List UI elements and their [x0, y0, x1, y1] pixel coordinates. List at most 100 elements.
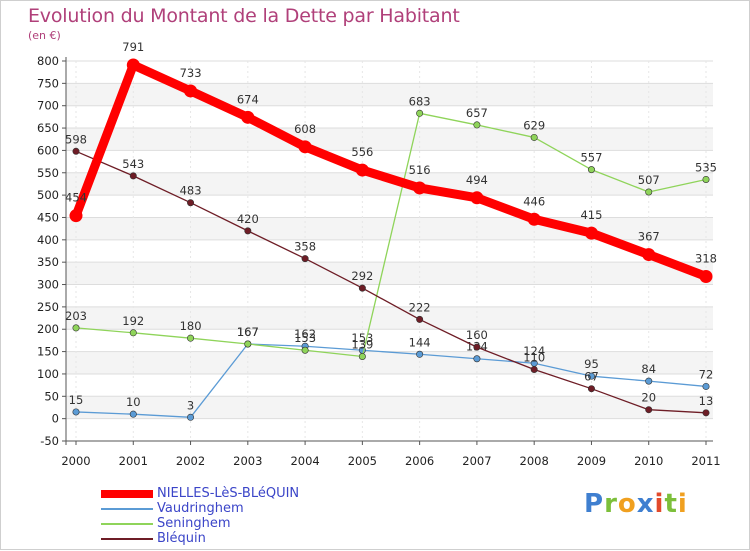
data-point [699, 269, 713, 283]
legend-swatch [101, 522, 153, 525]
data-point [298, 140, 312, 154]
data-label: 13 [699, 394, 714, 408]
y-tick-label: 450 [37, 210, 59, 224]
data-label: 160 [466, 328, 488, 342]
data-label: 483 [180, 184, 202, 198]
legend-label: NIELLES-LèS-BLéQUIN [157, 486, 300, 501]
data-label: 683 [409, 94, 431, 108]
y-tick-label: 800 [37, 54, 59, 68]
data-point [358, 353, 366, 361]
data-label: 543 [122, 157, 144, 171]
data-label: 192 [122, 314, 144, 328]
data-label: 557 [580, 151, 602, 165]
data-label: 494 [466, 173, 488, 187]
data-label: 446 [523, 194, 545, 208]
x-tick-label: 2010 [634, 454, 663, 468]
legend-entry: NIELLES-LèS-BLéQUIN [101, 486, 299, 501]
legend-label: Vaudringhem [157, 501, 244, 516]
y-tick-label: 250 [37, 300, 59, 314]
data-label: 292 [351, 269, 373, 283]
data-label: 10 [126, 395, 141, 409]
data-point [244, 340, 252, 348]
x-tick-label: 2006 [405, 454, 434, 468]
data-point [69, 209, 83, 223]
y-tick-label: 700 [37, 99, 59, 113]
data-point [530, 133, 538, 141]
x-tick-label: 2002 [176, 454, 205, 468]
data-label: 507 [638, 173, 660, 187]
data-label: 415 [580, 208, 602, 222]
data-label: 516 [409, 163, 431, 177]
data-label: 674 [237, 92, 259, 106]
data-point [473, 355, 481, 363]
grid-band [66, 128, 713, 151]
data-label: 3 [187, 398, 194, 412]
data-point [355, 163, 369, 177]
data-point [470, 191, 484, 205]
data-label: 139 [351, 338, 373, 352]
grid-band [66, 262, 713, 285]
data-label: 791 [122, 40, 144, 54]
data-point [187, 199, 195, 207]
series-line-0 [71, 60, 711, 281]
legend-entry: Seninghem [101, 516, 299, 531]
chart-title: Evolution du Montant de la Dette par Hab… [28, 5, 460, 27]
x-tick-label: 2007 [462, 454, 491, 468]
data-point [187, 413, 195, 421]
y-tick-label: 0 [52, 412, 59, 426]
data-point [530, 365, 538, 373]
data-label: 367 [638, 230, 660, 244]
data-point [72, 408, 80, 416]
x-tick-label: 2004 [290, 454, 319, 468]
data-point [129, 410, 137, 418]
data-point [587, 166, 595, 174]
legend-entry: Vaudringhem [101, 501, 299, 516]
x-tick-label: 2009 [577, 454, 606, 468]
data-label: 162 [294, 327, 316, 341]
x-tick-label: 2011 [691, 454, 720, 468]
data-point [702, 382, 710, 390]
y-tick-label: 350 [37, 255, 59, 269]
grid-band [66, 351, 713, 374]
y-tick-label: 300 [37, 278, 59, 292]
data-point [72, 147, 80, 155]
data-label: 629 [523, 118, 545, 132]
data-point [413, 181, 427, 195]
legend-swatch [101, 537, 153, 540]
data-point [416, 350, 424, 358]
data-point [645, 377, 653, 385]
data-point [645, 406, 653, 414]
data-label: 222 [409, 300, 431, 314]
grid-band [66, 306, 713, 330]
legend-label: Bléquin [157, 531, 206, 546]
data-label: 72 [699, 367, 714, 381]
data-point [587, 372, 595, 380]
data-point [358, 284, 366, 292]
data-label: 598 [65, 132, 87, 146]
data-point [187, 334, 195, 342]
grid-band [66, 83, 713, 106]
legend-swatch [101, 507, 153, 510]
series-line-3 [75, 150, 707, 414]
data-point [416, 109, 424, 117]
data-point [184, 84, 198, 98]
data-label: 110 [523, 350, 545, 364]
x-tick-label: 2003 [233, 454, 262, 468]
data-label: 180 [180, 319, 202, 333]
data-point [129, 329, 137, 337]
grid-band [66, 172, 713, 196]
data-point [642, 248, 656, 262]
data-label: 20 [641, 391, 656, 405]
data-point [126, 58, 140, 72]
data-point [702, 409, 710, 417]
data-point [587, 385, 595, 393]
data-label: 358 [294, 240, 316, 254]
x-tick-label: 2005 [348, 454, 377, 468]
y-tick-label: 200 [37, 322, 59, 336]
proxiti-logo: Proxiti [584, 489, 688, 519]
y-tick-label: 550 [37, 166, 59, 180]
data-point [645, 188, 653, 196]
data-point [416, 315, 424, 323]
x-tick-label: 2001 [119, 454, 148, 468]
